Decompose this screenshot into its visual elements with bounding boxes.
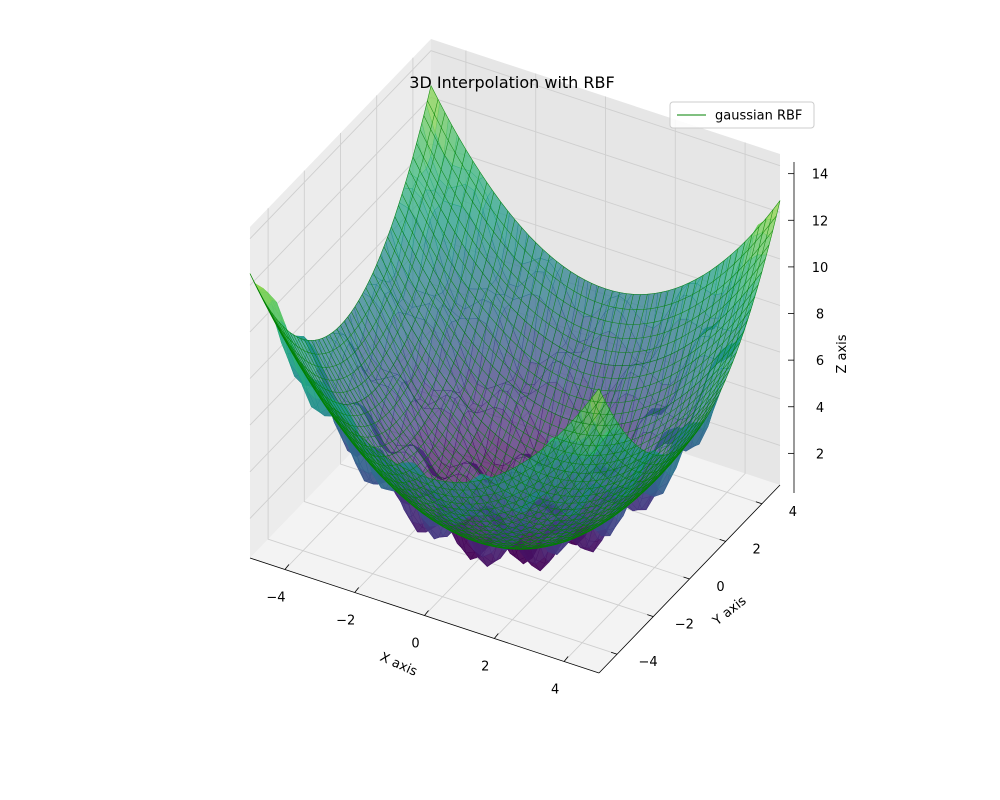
z-tick-label: 10 <box>812 261 829 276</box>
wireframe-line-x <box>487 290 669 546</box>
wireframe-line-y <box>394 216 745 426</box>
y-tick-mark <box>647 614 654 617</box>
y-tick-mark <box>683 576 690 580</box>
y-tick-label: 0 <box>716 580 724 595</box>
y-tick-label: 4 <box>789 505 797 520</box>
wireframe-line-x <box>514 279 697 535</box>
wireframe-line-x <box>570 234 753 490</box>
x-tick-label: 4 <box>551 683 559 698</box>
wireframe-line-y <box>383 246 734 456</box>
wireframe-line-y <box>405 181 755 392</box>
wireframe-line-x <box>521 275 704 531</box>
y-tick-label: 2 <box>753 542 761 557</box>
wireframe-line-x <box>584 218 767 474</box>
wireframe-line-y <box>380 255 730 465</box>
wireframe-line-y <box>361 294 712 504</box>
y-tick-label: −2 <box>675 618 694 633</box>
wireframe-line-x <box>577 226 760 482</box>
wireframe-line-x <box>528 270 711 526</box>
wireframe-line-y <box>419 129 770 339</box>
z-tick-label: 2 <box>816 447 824 462</box>
legend-label-gaussian-rbf: gaussian RBF <box>715 109 802 124</box>
wireframe-line-y <box>412 156 763 366</box>
x-tick-mark <box>493 633 499 639</box>
wireframe-line-y <box>358 300 708 510</box>
gaussian-rbf-wireframe <box>249 85 781 550</box>
x-tick-mark <box>424 610 429 616</box>
x-tick-mark <box>354 587 360 593</box>
wireframe-line-x <box>598 200 781 456</box>
y-tick-mark <box>719 539 726 542</box>
y-grid-line <box>267 208 618 655</box>
wireframe-line-y <box>409 169 759 379</box>
wireframe-line-y <box>416 143 766 353</box>
wireframe-line-x <box>466 294 648 550</box>
wireframe-line-y <box>423 115 774 325</box>
wireframe-line-x <box>473 293 655 549</box>
legend-frame <box>669 101 815 129</box>
wireframe-line-x <box>508 282 690 538</box>
wireframe-line-y <box>354 306 705 516</box>
x-tick-label: 2 <box>481 660 489 675</box>
wireframe-line-y <box>347 316 697 526</box>
wireframe-line-x <box>556 248 739 504</box>
z-tick-label: 4 <box>816 401 824 416</box>
z-tick-label: 6 <box>816 354 824 369</box>
wireframe-line-x <box>445 293 627 549</box>
x-tick-label: −4 <box>266 591 285 606</box>
z-tick-label: 12 <box>812 214 829 229</box>
x-tick-mark <box>284 564 290 570</box>
wireframe-line-x <box>459 294 641 550</box>
x-tick-mark <box>563 656 569 662</box>
wireframe-line-y <box>376 264 726 474</box>
chart-title: 3D Interpolation with RBF <box>409 73 614 92</box>
x-tick-label: −2 <box>336 614 355 629</box>
z-grid-line <box>249 50 781 240</box>
x-tick-label: 0 <box>411 637 419 652</box>
y-tick-label: −4 <box>639 655 658 670</box>
wireframe-line-x <box>542 260 725 516</box>
wireframe-line-y <box>398 205 748 415</box>
wireframe-line-y <box>401 193 752 404</box>
y-grid-line <box>303 170 654 618</box>
legend: gaussian RBF <box>669 101 815 129</box>
wireframe-line-x <box>431 290 613 546</box>
wireframe-line-x <box>438 292 620 548</box>
wireframe-line-y <box>427 100 777 310</box>
wireframe-line-y <box>372 272 723 482</box>
z-axis-label: Z axis <box>835 334 850 373</box>
wireframe-line-y <box>430 85 781 295</box>
wireframe-line-y <box>369 280 719 490</box>
y-axis-label: Y axis <box>709 593 749 629</box>
tick-labels: −4 −2 0 2 4 −4 −2 0 2 4 2 4 6 8 10 12 14 <box>266 168 828 698</box>
x-axis-label: X axis <box>378 650 420 680</box>
wireframe-line-x <box>480 292 662 548</box>
wireframe-line-x <box>494 288 676 544</box>
wireframe-line-x <box>591 209 774 465</box>
wireframe-line-y <box>387 236 737 447</box>
z-tick-label: 14 <box>812 168 829 183</box>
wireframe-line-y <box>351 311 701 522</box>
wireframe-line-y <box>390 226 741 437</box>
y-tick-mark <box>610 651 618 655</box>
wireframe-line-x <box>563 241 746 497</box>
wireframe-line-y <box>340 325 690 535</box>
z-tick-label: 8 <box>816 308 824 323</box>
y-tick-mark <box>755 501 763 505</box>
